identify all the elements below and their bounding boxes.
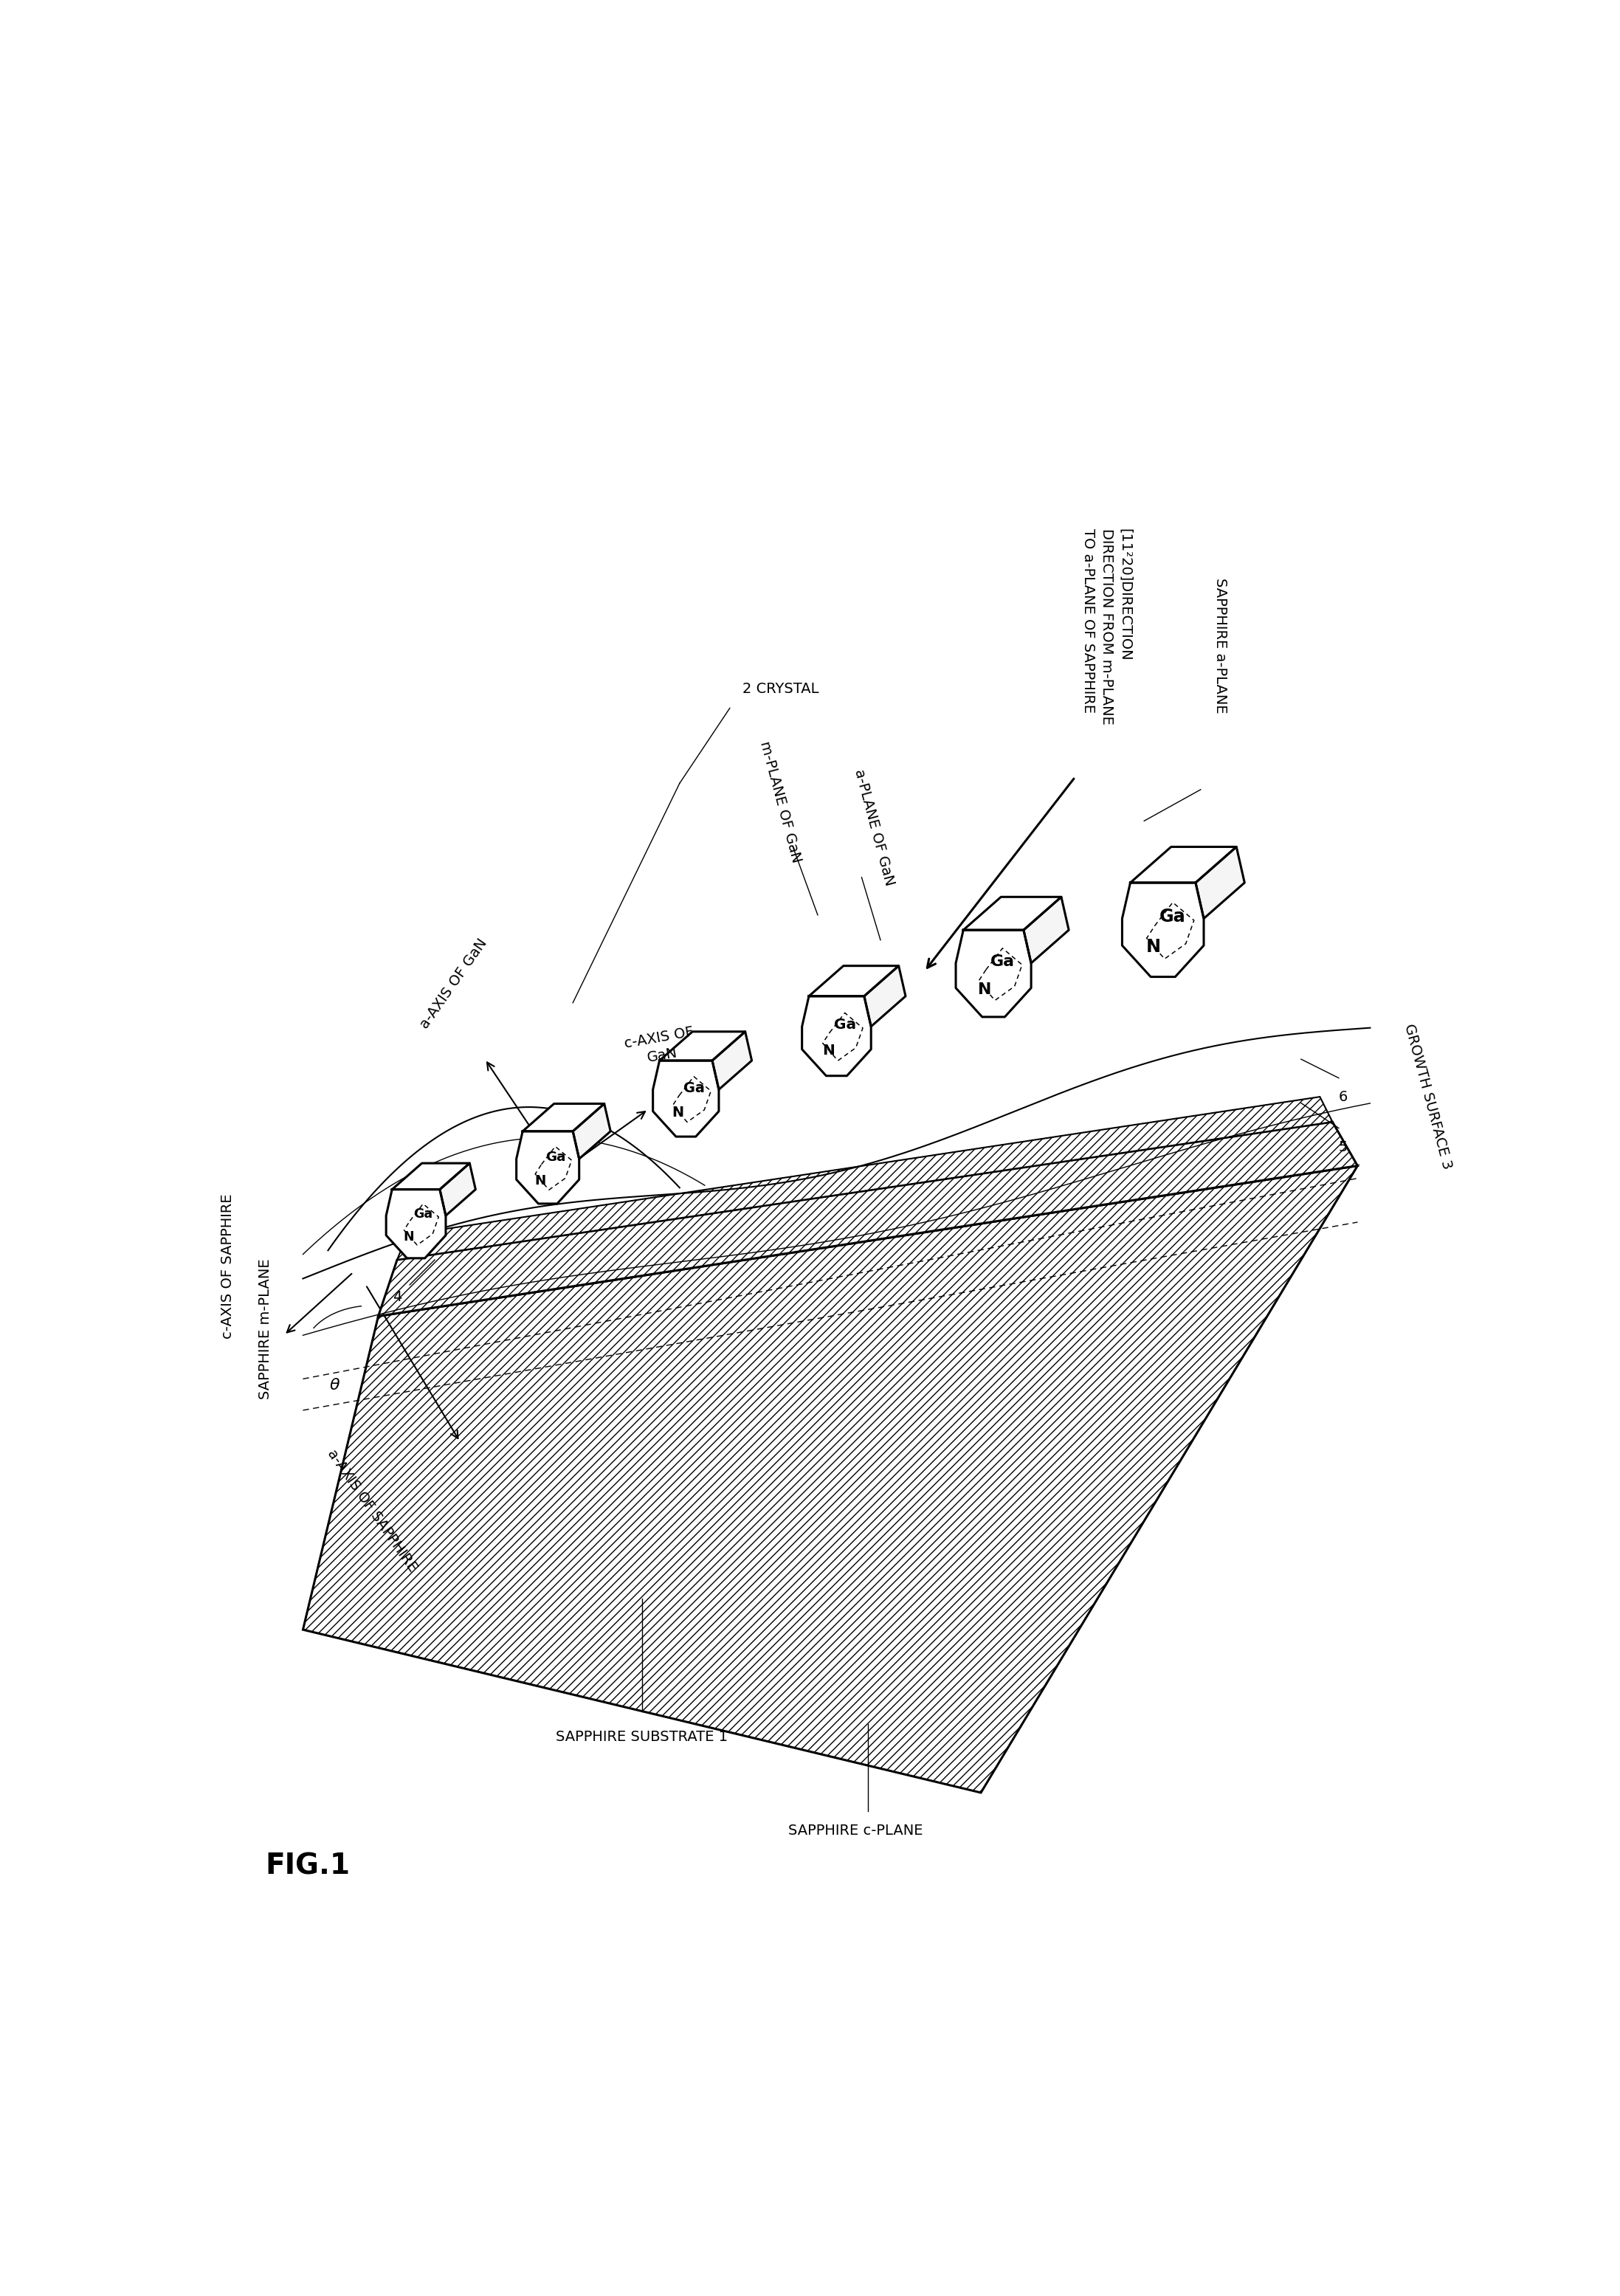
Text: Ga: Ga	[684, 1081, 705, 1095]
Text: c-AXIS OF
GaN: c-AXIS OF GaN	[624, 1024, 698, 1068]
Polygon shape	[386, 1189, 446, 1258]
Text: 6: 6	[1338, 1091, 1348, 1104]
Text: 5: 5	[1338, 1139, 1348, 1155]
Polygon shape	[653, 1061, 719, 1137]
Text: θ: θ	[329, 1378, 339, 1394]
Text: Ga: Ga	[990, 955, 1014, 969]
Text: SAPPHIRE a-PLANE: SAPPHIRE a-PLANE	[1213, 579, 1228, 714]
Polygon shape	[1131, 847, 1236, 882]
Text: Ga: Ga	[546, 1150, 565, 1164]
Polygon shape	[303, 1166, 1358, 1793]
Text: N: N	[821, 1045, 834, 1058]
Polygon shape	[1196, 847, 1244, 918]
Polygon shape	[964, 898, 1061, 930]
Text: SAPPHIRE c-PLANE: SAPPHIRE c-PLANE	[787, 1823, 923, 1839]
Text: N: N	[977, 983, 991, 996]
Polygon shape	[713, 1031, 752, 1091]
Text: SAPPHIRE SUBSTRATE 1: SAPPHIRE SUBSTRATE 1	[556, 1729, 727, 1745]
Text: N: N	[672, 1107, 684, 1120]
Text: c-AXIS OF SAPPHIRE: c-AXIS OF SAPPHIRE	[220, 1194, 235, 1339]
Text: SAPPHIRE m-PLANE: SAPPHIRE m-PLANE	[258, 1258, 272, 1398]
Polygon shape	[1024, 898, 1069, 962]
Text: Ga: Ga	[1160, 907, 1186, 925]
Polygon shape	[808, 967, 899, 996]
Text: GROWTH SURFACE 3: GROWTH SURFACE 3	[1401, 1022, 1453, 1171]
Text: FIG.1: FIG.1	[266, 1853, 350, 1880]
Polygon shape	[517, 1132, 580, 1203]
Polygon shape	[1123, 882, 1204, 976]
Polygon shape	[659, 1031, 745, 1061]
Text: 2 CRYSTAL: 2 CRYSTAL	[742, 682, 818, 696]
Polygon shape	[392, 1164, 470, 1189]
Text: 4: 4	[392, 1290, 402, 1304]
Text: a-AXIS OF GaN: a-AXIS OF GaN	[418, 937, 489, 1031]
Text: N: N	[535, 1173, 546, 1187]
Polygon shape	[379, 1123, 1358, 1316]
Polygon shape	[439, 1164, 476, 1215]
Text: N: N	[1145, 939, 1160, 955]
Text: a-PLANE OF GaN: a-PLANE OF GaN	[852, 767, 896, 886]
Text: N: N	[403, 1231, 415, 1242]
Text: [11²20]DIRECTION
DIRECTION FROM m-PLANE
TO a-PLANE OF SAPPHIRE: [11²20]DIRECTION DIRECTION FROM m-PLANE …	[1082, 528, 1132, 726]
Polygon shape	[523, 1104, 604, 1132]
Polygon shape	[802, 996, 872, 1077]
Text: Ga: Ga	[834, 1017, 855, 1031]
Text: a-AXIS OF SAPPHIRE: a-AXIS OF SAPPHIRE	[324, 1446, 420, 1575]
Polygon shape	[956, 930, 1032, 1017]
Polygon shape	[397, 1097, 1332, 1261]
Text: Ga: Ga	[413, 1208, 433, 1221]
Text: m-PLANE OF GaN: m-PLANE OF GaN	[757, 739, 804, 866]
Polygon shape	[573, 1104, 611, 1159]
Polygon shape	[863, 967, 906, 1026]
